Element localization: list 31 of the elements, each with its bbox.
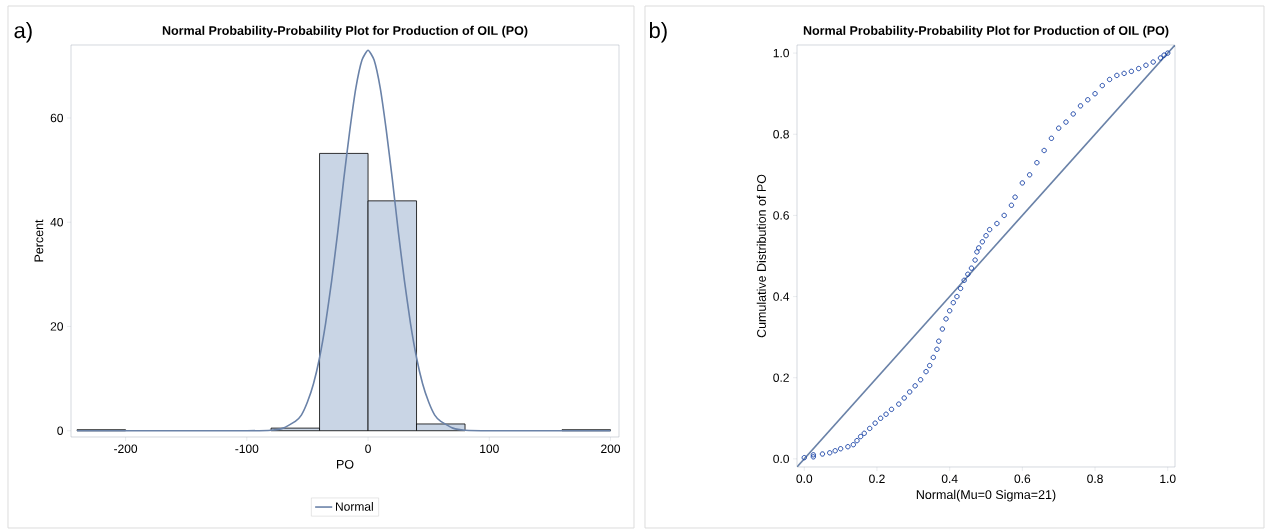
x-tick-label: 100 [480,444,499,454]
x-tick-label: 0.8 [1087,474,1103,484]
x-tick-label: 0.2 [869,474,885,484]
x-tick-label: -100 [235,444,259,454]
y-tick-label: 60 [50,113,64,123]
x-tick-label: 0.6 [1014,474,1031,484]
x-tick-label: 1.0 [1160,474,1176,484]
y-tick-label: 20 [50,322,64,331]
y-tick-label: 0.8 [773,130,789,139]
y-tick-label: 0 [57,426,64,435]
line-series [76,49,612,432]
x-tick-label: -200 [114,444,138,454]
text: a) [14,22,32,43]
y-tick-label: 0.0 [773,454,790,464]
y-tick-label: 0.2 [773,373,789,382]
x-tick-label: 200 [601,444,621,454]
chart-title: Normal Probability-Probability Plot for Production of OIL (PO) [162,25,528,38]
y-tick-label: 0.4 [773,292,790,301]
legend-label: Normal [336,501,373,511]
chart-title: Normal Probability-Probability Plot for Production of OIL (PO) [803,25,1169,38]
x-axis-title: PO [337,459,354,469]
y-axis-title: Cumulative Distribution of PO [756,174,766,338]
y-tick-label: 0.6 [773,211,789,220]
y-axis-title: Percent [34,219,44,262]
x-tick-label: 0 [365,444,371,454]
x-tick-label: 0.4 [941,474,958,484]
y-tick-label: 1.0 [773,48,790,58]
x-axis-title: Normal(Mu=0 Sigma=21) [916,489,1056,502]
y-tick-label: 40 [50,217,64,227]
text: b) [649,22,667,43]
x-tick-label: 0.0 [796,474,813,484]
